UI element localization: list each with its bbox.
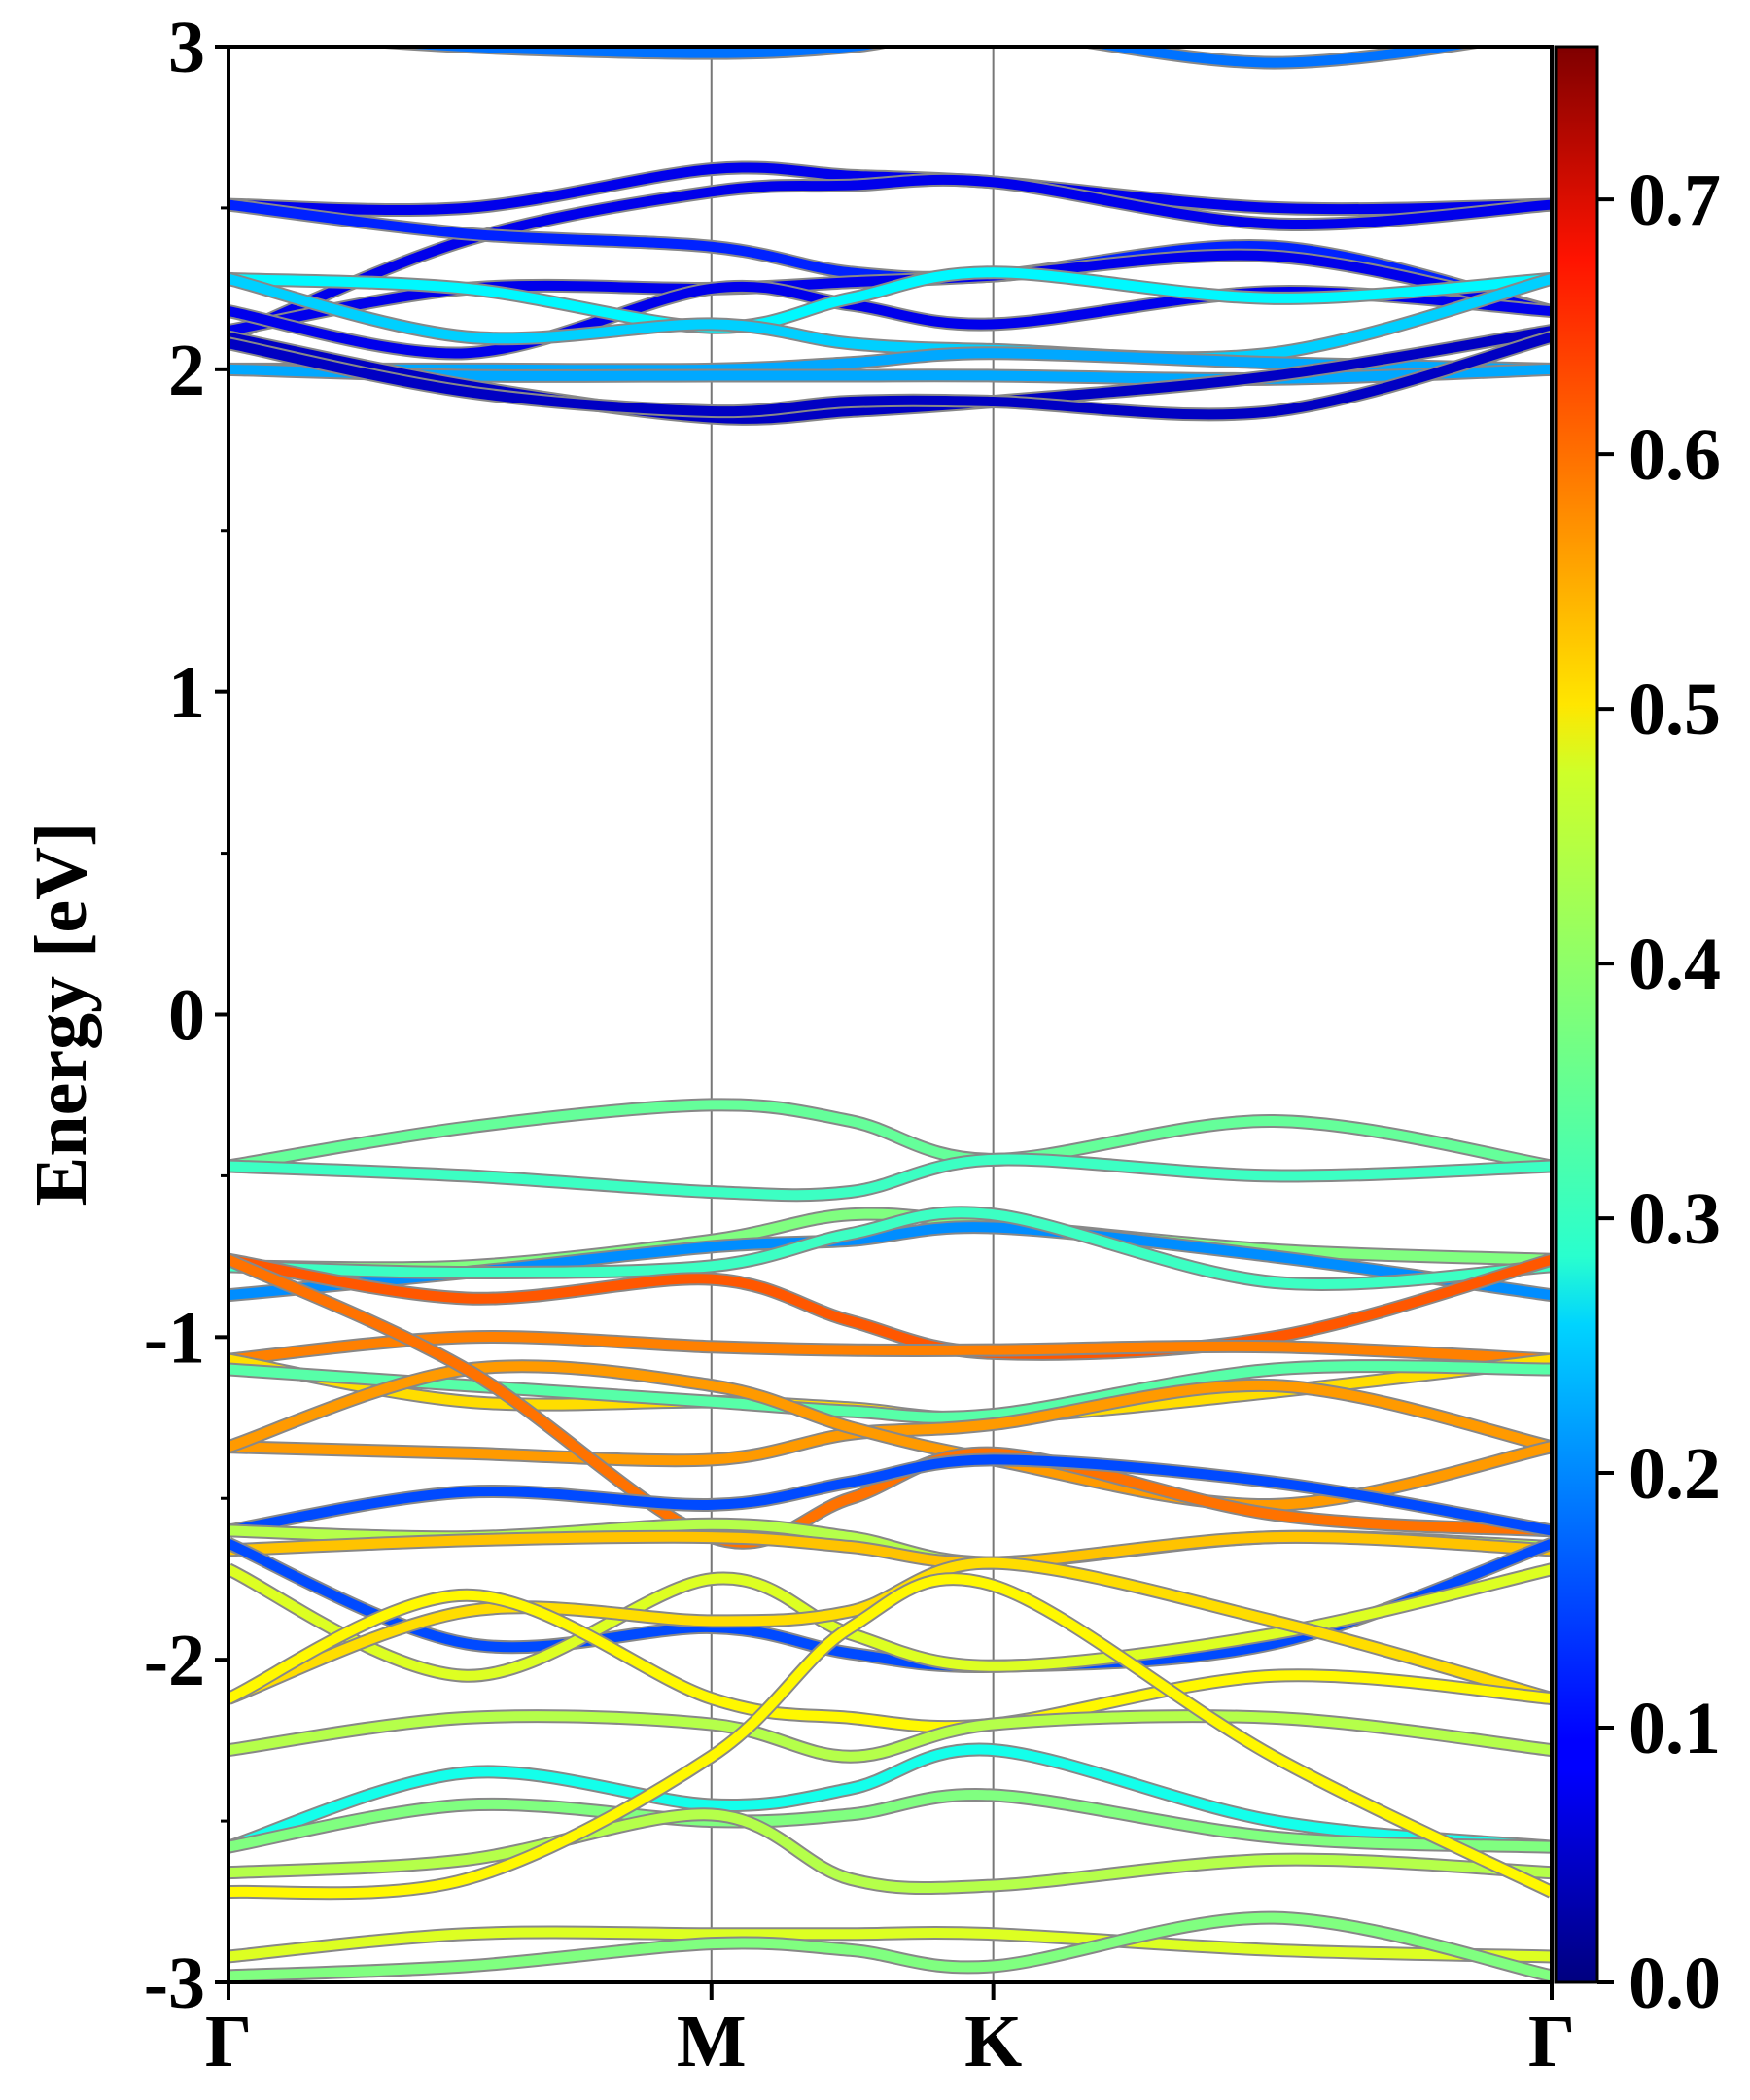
band-32 — [228, 1744, 1552, 1852]
colorbar-tick-label: 0.5 — [1628, 669, 1721, 751]
band-13 — [228, 1154, 1552, 1201]
y-tick-label: 3 — [168, 7, 205, 88]
colorbar-tick-label: 0.6 — [1628, 414, 1721, 496]
band-3 — [228, 199, 1552, 316]
colorbar-tick-label: 0.0 — [1628, 1942, 1721, 2024]
band-33 — [228, 1790, 1552, 1852]
x-tick-label: Γ — [205, 2001, 252, 2082]
band-36 — [228, 1927, 1552, 1962]
band-31 — [228, 1711, 1552, 1762]
band-34 — [228, 1809, 1552, 1894]
band-26 — [228, 1531, 1552, 1568]
band-17 — [228, 1254, 1552, 1359]
y-axis: 3 2 1 0 -1 -2 -3 — [144, 7, 228, 2024]
band-2 — [228, 174, 1552, 342]
band-23 — [228, 1255, 1552, 1548]
bands — [228, 47, 1552, 1982]
band-6 — [228, 267, 1552, 332]
band-0 — [383, 47, 1477, 68]
band-7 — [228, 274, 1552, 364]
y-tick-label: 2 — [168, 330, 205, 411]
y-axis-title: Energy [eV] — [20, 822, 102, 1207]
colorbar-tick-label: 0.3 — [1628, 1178, 1721, 1260]
band-30 — [228, 1590, 1552, 1732]
band-35 — [228, 1573, 1552, 1899]
colorbar-tick-label: 0.7 — [1628, 159, 1721, 241]
y-tick-label: -1 — [144, 1297, 205, 1379]
x-tick-label: M — [677, 2001, 747, 2082]
band-18 — [228, 1332, 1552, 1365]
x-tick-label: K — [964, 2001, 1022, 2082]
x-tick-label: Γ — [1528, 2001, 1575, 2082]
y-tick-label: -3 — [144, 1942, 205, 2024]
colorbar-tick-label: 0.4 — [1628, 924, 1721, 1005]
band-29 — [228, 1558, 1552, 1703]
y-tick-label: 1 — [168, 652, 205, 734]
band-27 — [228, 1539, 1552, 1672]
band-16 — [228, 1208, 1552, 1289]
y-tick-label: -2 — [144, 1620, 205, 1701]
colorbar-tick-label: 0.2 — [1628, 1433, 1721, 1515]
colorbar-tick-label: 0.1 — [1628, 1688, 1721, 1769]
band-20 — [228, 1361, 1552, 1422]
band-11 — [228, 332, 1552, 420]
y-tick-label: 0 — [168, 975, 205, 1057]
colorbar-axis: 0.0 0.1 0.2 0.3 0.4 0.5 0.6 0.7 — [1597, 159, 1721, 2024]
band-1 — [228, 162, 1552, 216]
band-37 — [228, 1912, 1552, 1981]
band-12 — [228, 1100, 1552, 1172]
band-24 — [228, 1454, 1552, 1536]
colorbar — [1554, 45, 1599, 1984]
